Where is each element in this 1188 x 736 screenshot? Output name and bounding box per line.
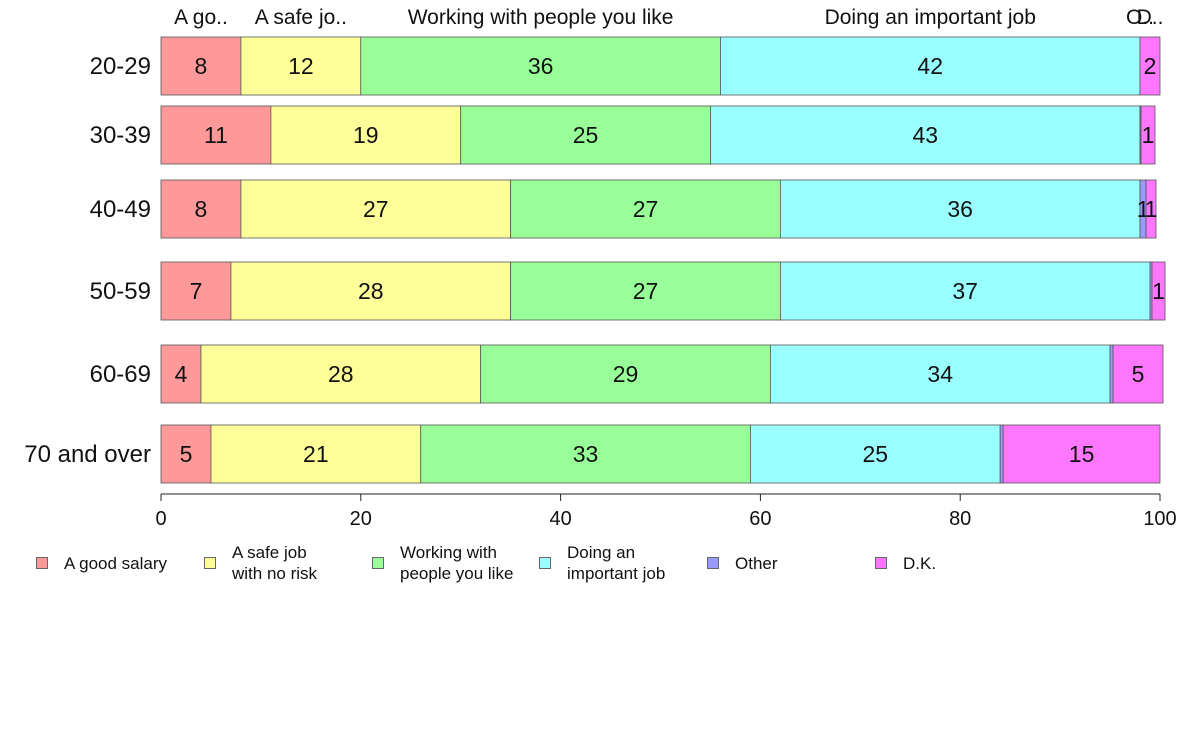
data-label: 27: [633, 278, 659, 304]
x-tick-label: 0: [155, 508, 166, 530]
data-label: 8: [195, 196, 208, 222]
x-tick-label: 80: [949, 508, 971, 530]
category-label: 20-29: [90, 53, 151, 80]
bar-segment: [710, 105, 1141, 165]
x-tick-label: 20: [350, 508, 372, 530]
legend-swatch: [875, 557, 887, 569]
legend-swatch: [372, 557, 384, 569]
bar-segment: [230, 261, 512, 321]
bar-segment: [210, 424, 422, 484]
x-tick-label: 40: [549, 508, 571, 530]
legend-item-other: Other: [707, 542, 778, 574]
data-label: 37: [952, 278, 978, 304]
data-label: 43: [912, 122, 938, 148]
data-label: 19: [353, 122, 379, 148]
bar-segment: [1002, 424, 1161, 484]
bar-segment: [160, 105, 272, 165]
data-label: 27: [633, 196, 659, 222]
legend-swatch: [204, 557, 216, 569]
data-label: 1: [1152, 278, 1165, 304]
series-top-label: Doing an important job: [825, 6, 1036, 29]
data-label: 11: [204, 122, 228, 148]
data-label: 28: [328, 361, 354, 387]
category-label: 40-49: [90, 196, 151, 223]
series-top-label: D..: [1137, 6, 1164, 29]
category-label: 30-39: [90, 122, 151, 149]
legend-label: Doing an important job: [567, 543, 666, 583]
bar-segment: [999, 424, 1004, 484]
bar-segment: [270, 105, 462, 165]
bar-segment: [779, 179, 1141, 239]
x-tick-label: 100: [1143, 508, 1176, 530]
bar-segment: [1139, 36, 1161, 96]
legend-item-good-salary: A good salary: [36, 542, 167, 574]
data-label: 1: [1142, 122, 1155, 148]
data-label: 2: [1144, 53, 1157, 79]
category-label: 60-69: [90, 361, 151, 388]
data-label: 7: [190, 278, 203, 304]
bar-segment: [460, 105, 711, 165]
data-label: 28: [358, 278, 384, 304]
legend-label: Other: [735, 554, 778, 573]
data-label: 12: [288, 53, 314, 79]
bar-segment: [1151, 261, 1166, 321]
data-label: 25: [862, 441, 888, 467]
data-label: 42: [917, 53, 943, 79]
bar-segment: [240, 36, 362, 96]
category-label: 70 and over: [24, 441, 151, 468]
data-label: 33: [573, 441, 599, 467]
data-label: 34: [927, 361, 953, 387]
data-label: 1: [1145, 196, 1158, 222]
bar-segment: [720, 36, 1141, 96]
bar-segment: [240, 179, 512, 239]
legend-item-safe-job: A safe job with no risk: [204, 542, 317, 584]
bar-segment: [779, 261, 1151, 321]
legend-label: Working with people you like: [400, 543, 514, 583]
bar-segment: [510, 261, 781, 321]
bar-segment: [160, 261, 232, 321]
bar-segment: [420, 424, 751, 484]
data-label: 36: [947, 196, 973, 222]
bar-segment: [750, 424, 1001, 484]
series-top-label: A safe jo..: [255, 6, 347, 29]
data-label: 25: [573, 122, 599, 148]
legend-item-working-with-people: Working with people you like: [372, 542, 513, 584]
series-top-label: O..: [1126, 6, 1154, 29]
bar-segment: [160, 179, 242, 239]
legend: A good salary A safe job with no risk Wo…: [36, 542, 1176, 592]
legend-label: A good salary: [64, 554, 168, 573]
data-label: 5: [1132, 361, 1145, 387]
bar-segment: [1140, 105, 1156, 165]
data-label: 21: [303, 441, 329, 467]
x-tick-label: 60: [749, 508, 771, 530]
data-label: 27: [363, 196, 389, 222]
legend-item-dk: D.K.: [875, 542, 936, 574]
legend-item-important-job: Doing an important job: [539, 542, 665, 584]
bar-segment: [769, 344, 1111, 404]
bar-segment: [1109, 344, 1114, 404]
legend-label: A safe job with no risk: [232, 543, 318, 583]
data-label: 8: [195, 53, 208, 79]
data-label: 5: [180, 441, 193, 467]
legend-swatch: [36, 557, 48, 569]
legend-label: D.K.: [903, 554, 937, 573]
data-label: 29: [613, 361, 639, 387]
bar-segment: [200, 344, 482, 404]
series-top-label: Working with people you like: [408, 6, 674, 29]
category-label: 50-59: [90, 278, 151, 305]
legend-swatch: [539, 557, 551, 569]
bar-segment: [1145, 179, 1157, 239]
legend-swatch: [707, 557, 719, 569]
bar-segment: [1112, 344, 1164, 404]
data-label: 4: [175, 361, 188, 387]
data-label: 36: [528, 53, 554, 79]
data-label: 15: [1069, 441, 1095, 467]
series-top-label: A go..: [174, 6, 228, 29]
